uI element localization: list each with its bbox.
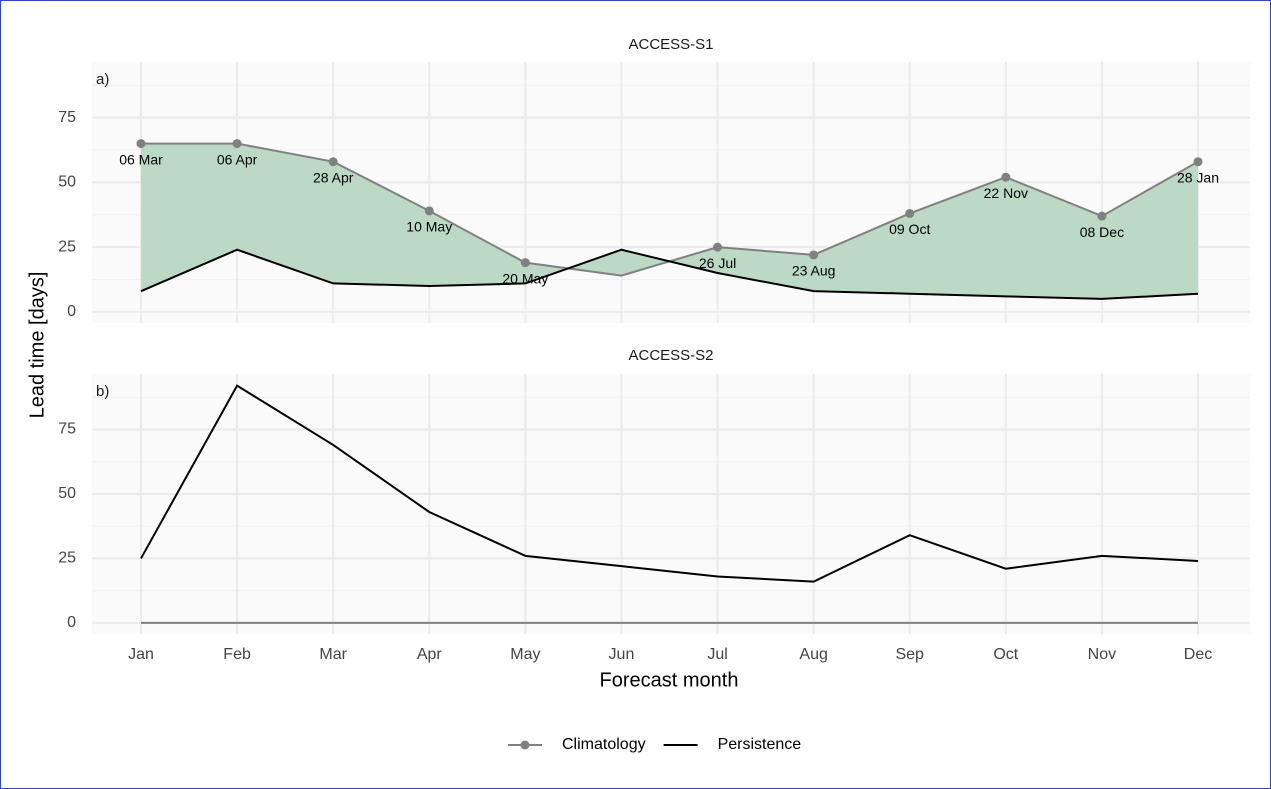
point-marker: [136, 139, 146, 149]
x-tick-label: Sep: [895, 646, 924, 663]
series-line: [140, 248, 1199, 300]
y-tick-label: 50: [58, 174, 76, 191]
y-tick-label: 75: [58, 421, 76, 438]
point-marker: [809, 250, 819, 260]
y-tick-label: 0: [67, 303, 76, 320]
point-label: 06 Mar: [119, 151, 163, 167]
y-axis-label: Lead time [days]: [26, 272, 48, 419]
point-marker: [905, 208, 915, 218]
point-label: 08 Dec: [1080, 224, 1124, 240]
y-tick-label: 25: [58, 238, 76, 255]
x-tick-label: Jun: [609, 646, 635, 663]
point-label: 26 Jul: [699, 255, 736, 271]
x-tick-label: Jul: [707, 646, 727, 663]
point-label: 20 May: [502, 270, 548, 286]
point-label: 23 Aug: [792, 263, 836, 279]
ribbon-fill: [141, 143, 1198, 299]
x-tick-label: Apr: [417, 646, 443, 663]
point-marker: [520, 258, 530, 268]
y-tick-label: 0: [67, 614, 76, 631]
y-tick-label: 50: [58, 485, 76, 502]
y-tick-label: 75: [58, 109, 76, 126]
point-label: 06 Apr: [217, 151, 258, 167]
x-tick-label: Jan: [128, 646, 154, 663]
point-marker: [1097, 211, 1107, 221]
panel-title: ACCESS-S2: [628, 347, 713, 364]
x-tick-label: Aug: [799, 646, 827, 663]
x-tick-label: Oct: [993, 646, 1018, 663]
x-tick-label: May: [510, 646, 540, 663]
panel-background: [92, 374, 1250, 634]
point-label: 28 Apr: [313, 169, 354, 185]
y-tick-label: 25: [58, 550, 76, 567]
point-marker: [713, 242, 723, 252]
series-line: [140, 384, 1199, 583]
point-label: 10 May: [406, 219, 452, 235]
point-label: 09 Oct: [889, 221, 930, 237]
x-tick-label: Feb: [223, 646, 251, 663]
point-marker: [328, 157, 338, 167]
legend-label: Persistence: [718, 736, 802, 753]
point-marker: [232, 139, 242, 149]
panel-label: a): [96, 71, 109, 88]
legend-marker: [520, 740, 530, 750]
x-tick-label: Nov: [1088, 646, 1116, 663]
point-label: 22 Nov: [984, 185, 1028, 201]
point-label: 28 Jan: [1177, 169, 1219, 185]
panel-title: ACCESS-S1: [628, 36, 713, 53]
point-marker: [1001, 172, 1011, 182]
x-tick-label: Mar: [319, 646, 347, 663]
legend-label: Climatology: [562, 736, 646, 753]
point-marker: [424, 206, 434, 216]
panel-label: b): [96, 383, 109, 400]
x-axis-label: Forecast month: [600, 669, 739, 691]
point-marker: [1193, 157, 1203, 167]
x-tick-label: Dec: [1184, 646, 1212, 663]
